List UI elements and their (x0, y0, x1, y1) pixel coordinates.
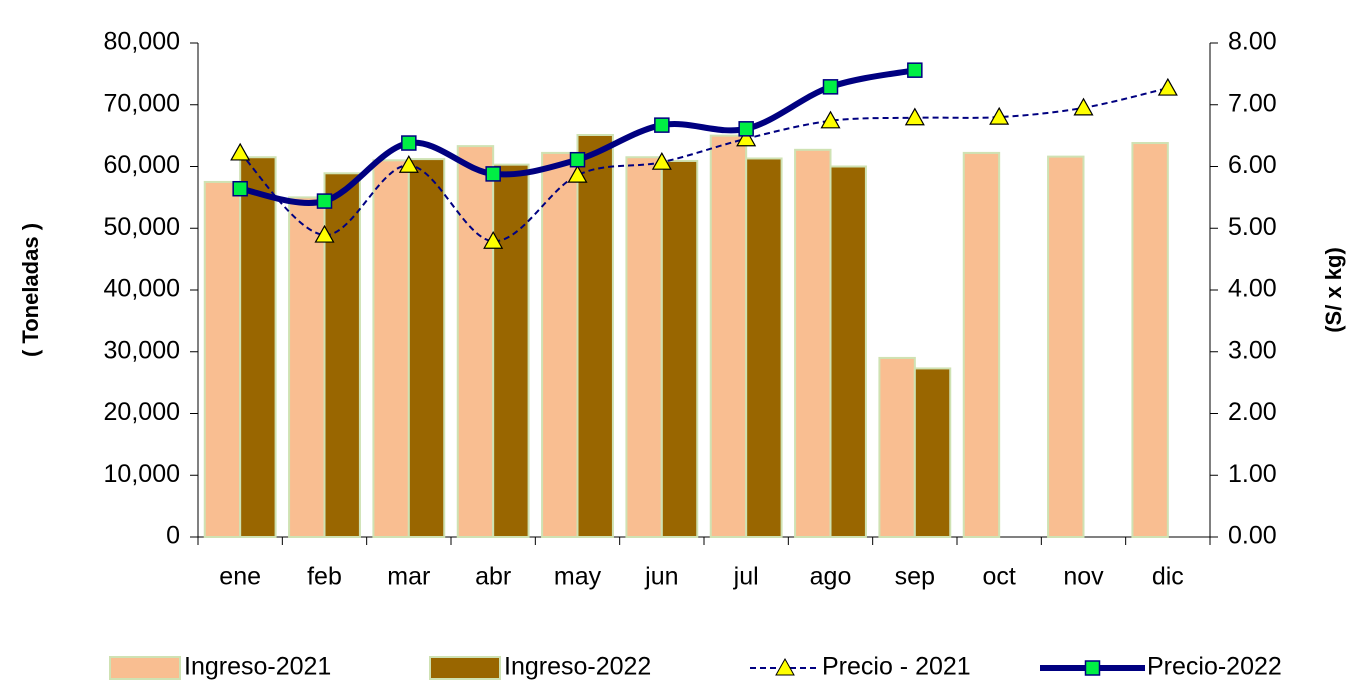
x-tick-label: jun (644, 563, 678, 591)
line-marker (907, 62, 923, 78)
y2-tick-label: 4.00 (1228, 275, 1277, 303)
line-marker (1157, 77, 1178, 96)
line-marker (1073, 97, 1094, 116)
bar (372, 159, 410, 538)
x-tick-label: ene (219, 563, 261, 591)
x-tick-label: mar (387, 563, 430, 591)
x-tick-label: feb (307, 563, 342, 591)
bar (456, 145, 495, 538)
y2-tick-label: 7.00 (1228, 89, 1277, 117)
y2-tick-label: 8.00 (1228, 28, 1277, 56)
y-tick-label: 80,000 (104, 28, 180, 56)
y2-tick-label: 5.00 (1228, 213, 1277, 241)
bar (1047, 155, 1085, 538)
bar (745, 157, 783, 538)
y-tick-label: 0 (166, 522, 180, 550)
line-marker (316, 193, 333, 209)
legend-marker (1084, 660, 1101, 676)
line-marker (232, 180, 248, 197)
bar (1131, 142, 1169, 538)
bar (203, 180, 242, 538)
y2-tick-label: 3.00 (1228, 336, 1277, 364)
x-tick-label: jul (733, 563, 759, 591)
bar (878, 356, 916, 538)
y-tick-label: 60,000 (104, 151, 180, 179)
bar (660, 159, 699, 538)
y-axis-title: ( Toneladas ) (18, 223, 43, 357)
y-tick-label: 40,000 (104, 275, 180, 303)
line-marker (904, 107, 925, 126)
line-marker (567, 164, 588, 183)
line-marker (822, 79, 839, 95)
x-tick-label: ago (810, 563, 852, 591)
bar (625, 156, 663, 539)
y-tick-label: 20,000 (104, 398, 180, 426)
bar (913, 367, 952, 538)
line-marker (401, 135, 417, 151)
legend-swatch (109, 656, 181, 680)
line-marker (314, 224, 335, 243)
bar (794, 148, 832, 538)
bar (288, 196, 326, 538)
line-marker (485, 166, 501, 182)
x-tick-label: dic (1152, 563, 1184, 591)
bar (709, 134, 748, 538)
y2-tick-label: 0.00 (1228, 522, 1277, 550)
bar (239, 156, 277, 539)
y-tick-label: 50,000 (104, 213, 180, 241)
bar (829, 165, 867, 538)
line-marker (483, 230, 504, 249)
legend-label: Precio - 2021 (822, 653, 971, 681)
bar (323, 172, 361, 538)
line-marker (398, 155, 419, 173)
line-marker (736, 128, 757, 147)
bar (962, 151, 1001, 538)
x-tick-label: oct (982, 563, 1015, 591)
line-marker (820, 110, 841, 129)
line-marker (654, 117, 670, 133)
legend-label: Precio-2022 (1147, 653, 1282, 681)
y-tick-label: 10,000 (104, 460, 180, 488)
line-marker (569, 151, 586, 168)
y2-axis-title: (S/ x kg) (1321, 247, 1346, 333)
legend-swatch (429, 656, 501, 680)
y2-tick-label: 6.00 (1228, 151, 1277, 179)
y2-tick-label: 1.00 (1228, 460, 1277, 488)
line-marker (651, 151, 672, 170)
line-marker (989, 106, 1010, 125)
y2-tick-label: 2.00 (1228, 398, 1277, 426)
bar (492, 163, 530, 539)
x-tick-label: sep (895, 563, 935, 591)
bar (576, 134, 614, 538)
legend-label: Ingreso-2022 (504, 653, 651, 681)
x-tick-label: may (554, 563, 602, 591)
line-marker (738, 121, 754, 137)
bar (541, 151, 579, 538)
bar (407, 158, 446, 538)
legend-label: Ingreso-2021 (184, 653, 331, 681)
x-tick-label: abr (475, 563, 511, 591)
legend-marker (775, 657, 795, 676)
y-tick-label: 30,000 (104, 336, 180, 364)
line-marker (230, 142, 251, 161)
x-tick-label: nov (1063, 563, 1104, 591)
y-tick-label: 70,000 (104, 89, 180, 117)
